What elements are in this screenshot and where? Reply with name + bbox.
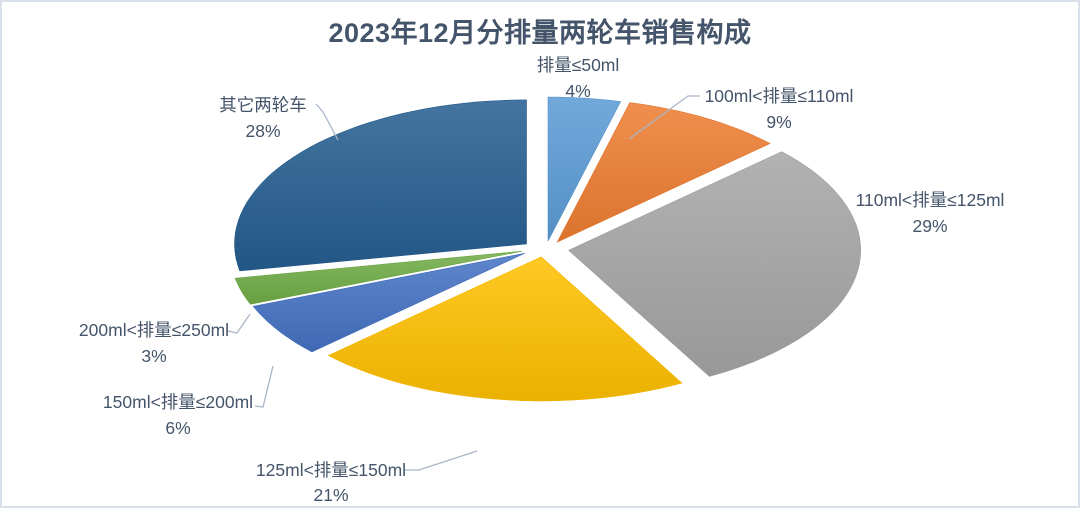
- pie-slice-3: [327, 256, 683, 451]
- slice-percent: 6%: [165, 418, 191, 438]
- data-label-other: 其它两轮车 28%: [219, 93, 307, 144]
- leader-line-1: [628, 95, 700, 140]
- slice-label-text: 其它两轮车: [219, 95, 307, 115]
- pie-slice-0: [547, 96, 622, 292]
- pie-slice-4: [252, 253, 525, 402]
- data-label-150-200ml: 150ml<排量≤200ml 6%: [103, 390, 253, 441]
- leader-line-6: [315, 103, 339, 141]
- leader-line-4: [254, 365, 274, 408]
- slice-percent: 3%: [141, 346, 167, 366]
- slice-label-text: 100ml<排量≤110ml: [704, 86, 854, 106]
- slice-percent: 29%: [912, 216, 948, 236]
- slice-percent: 4%: [565, 81, 591, 101]
- slice-label-text: 150ml<排量≤200ml: [102, 392, 254, 412]
- pie-slice-5: [234, 250, 523, 355]
- data-label-100-110ml: 100ml<排量≤110ml 9%: [705, 84, 854, 135]
- slice-percent: 28%: [245, 121, 281, 141]
- slice-label-text: 排量≤50ml: [536, 55, 620, 75]
- slice-percent: 9%: [766, 112, 792, 132]
- chart-title: 2023年12月分排量两轮车销售构成: [328, 18, 752, 48]
- slice-label-text: 200ml<排量≤250ml: [78, 320, 230, 340]
- pie-slice-6: [234, 99, 527, 321]
- slice-label-text: 110ml<排量≤125ml: [855, 190, 1005, 210]
- slice-label-text: 125ml<排量≤150ml: [255, 460, 407, 480]
- data-label-le50ml: 排量≤50ml 4%: [537, 53, 620, 104]
- data-label-110-125ml: 110ml<排量≤125ml 29%: [856, 188, 1005, 239]
- pie-slice-1: [556, 102, 771, 293]
- leader-line-3: [404, 450, 478, 471]
- slice-percent: 21%: [313, 485, 349, 505]
- data-label-125-150ml: 125ml<排量≤150ml 21%: [256, 458, 406, 507]
- leader-line-5: [227, 313, 251, 334]
- data-label-200-250ml: 200ml<排量≤250ml 3%: [79, 318, 229, 369]
- pie-slice-2: [568, 151, 862, 427]
